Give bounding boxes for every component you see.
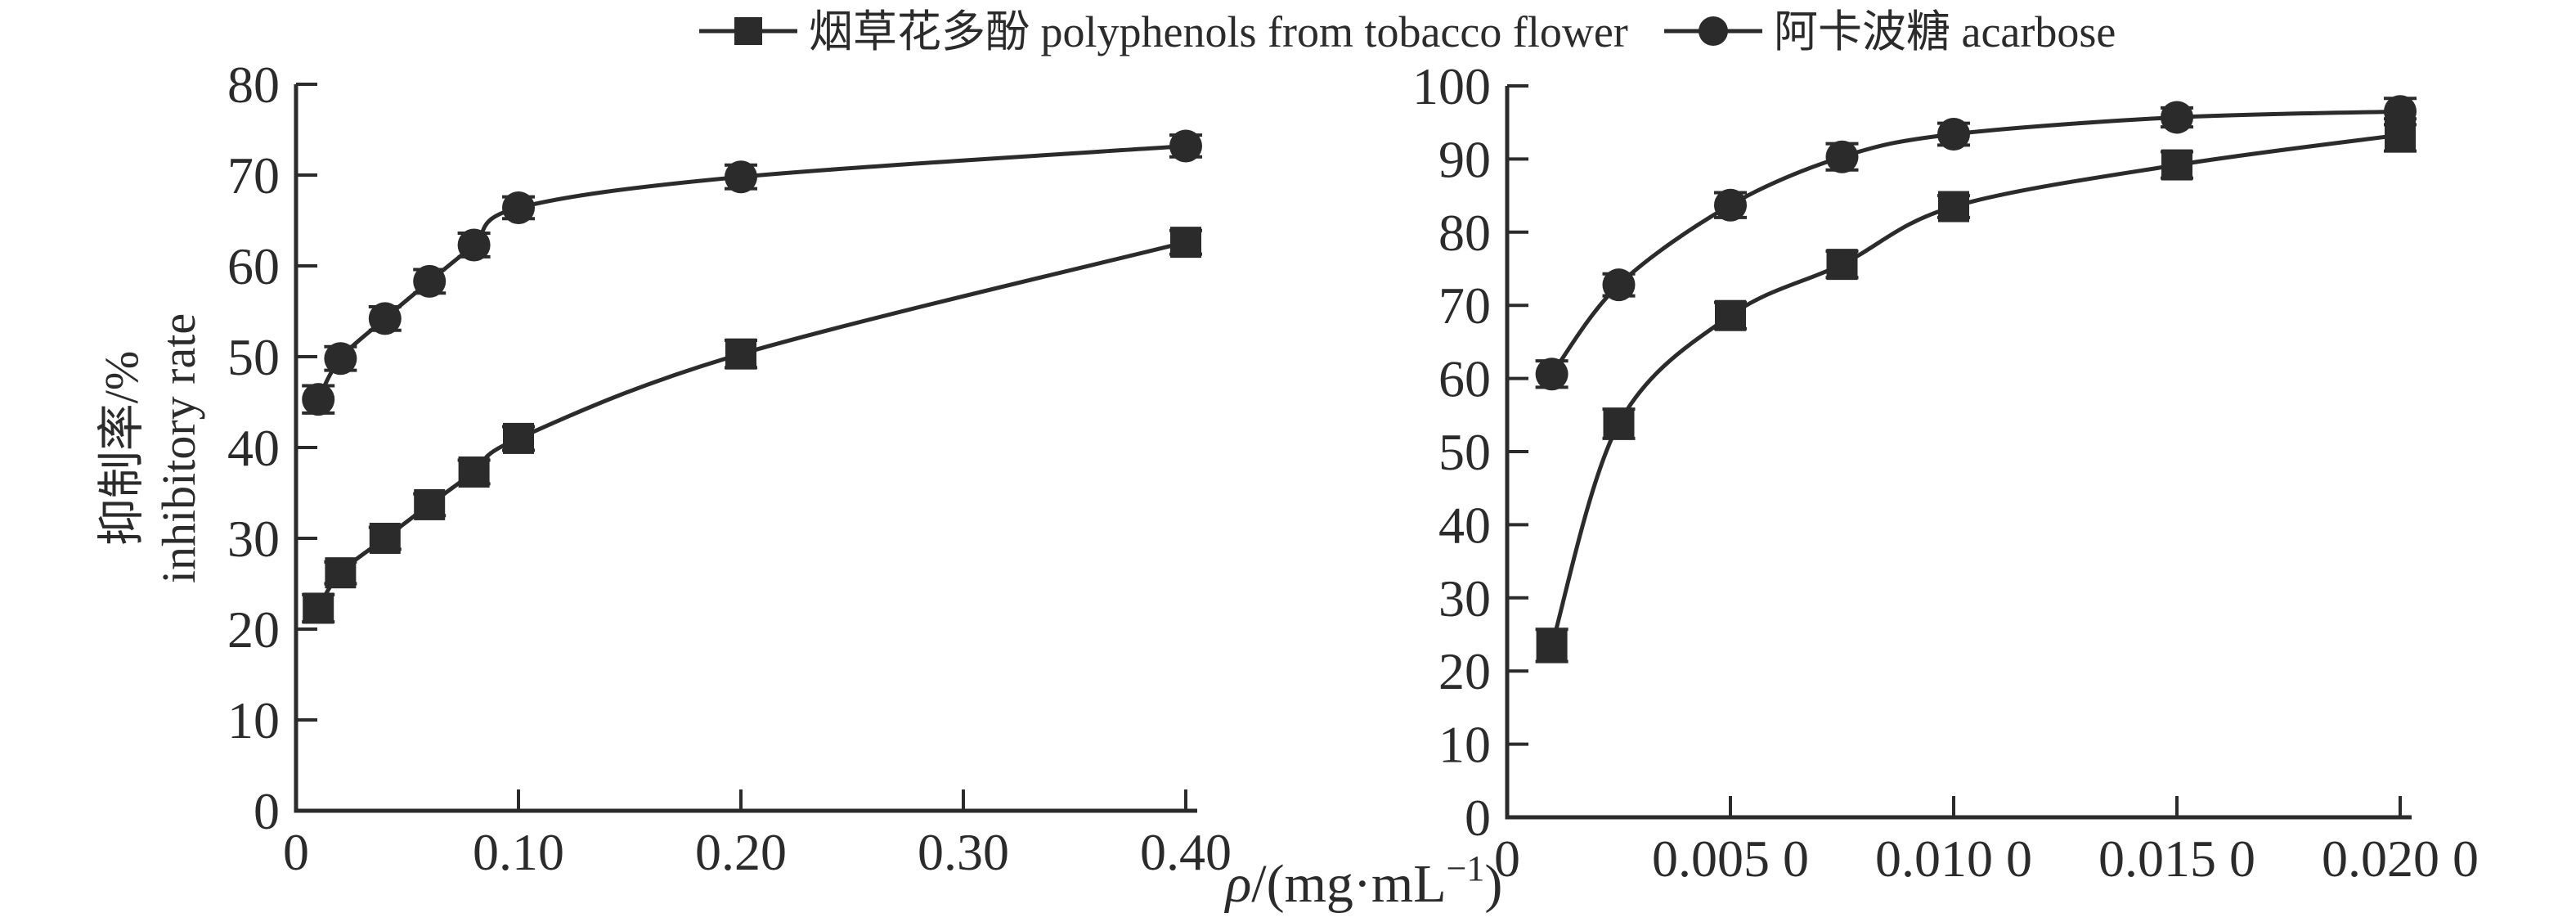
y-tick-label: 80 xyxy=(1438,204,1491,262)
series-line xyxy=(1550,133,2401,646)
alpha-amylase-inhibition-chart: 0 10 20 30 40 50 60 70 80 0 0.10 0.20 0.30 0.40 xyxy=(227,56,1232,881)
legend-circle-marker-icon xyxy=(1699,16,1728,46)
y-tick-label: 0 xyxy=(254,782,280,840)
series-line xyxy=(316,240,1187,609)
y-tick-label: 40 xyxy=(1438,496,1491,554)
y-tick-label: 20 xyxy=(1438,642,1491,700)
y-tick-label: 70 xyxy=(1438,277,1491,335)
y-tick-label: 20 xyxy=(227,600,280,659)
x-tick-label: 0.40 xyxy=(1140,823,1232,881)
y-tick-label: 50 xyxy=(1438,423,1491,481)
legend-item-acarbose: 阿卡波糖 acarbose xyxy=(1664,7,2116,56)
y-tick-label: 60 xyxy=(227,237,280,295)
series-line xyxy=(316,144,1187,401)
data-point-marker xyxy=(303,592,334,624)
data-point-marker xyxy=(413,264,447,298)
data-point-marker xyxy=(725,338,756,370)
y-tick-label: 100 xyxy=(1412,57,1491,115)
x-tick-label: 0.010 0 xyxy=(1875,830,2032,888)
y-tick-label: 90 xyxy=(1438,130,1491,188)
y-tick-label: 40 xyxy=(227,419,280,477)
legend: 烟草花多酚 polyphenols from tobacco flower 阿卡波… xyxy=(699,7,2116,56)
data-point-marker xyxy=(1714,188,1747,222)
data-point-marker xyxy=(368,302,402,335)
data-point-marker xyxy=(1938,191,1969,223)
data-point-marker xyxy=(1937,118,1970,151)
y-tick-label: 70 xyxy=(227,146,280,205)
y-axis-label-line2: inhibitory rate xyxy=(152,313,205,583)
x-tick-label: 0.020 0 xyxy=(2322,830,2479,888)
y-tick-label: 50 xyxy=(227,328,280,386)
data-point-marker xyxy=(1715,299,1746,331)
series-square xyxy=(302,227,1202,624)
data-point-marker xyxy=(2161,149,2192,181)
x-tick-label: 0.30 xyxy=(918,823,1009,881)
series-square xyxy=(1535,117,2417,663)
data-point-marker xyxy=(369,523,401,554)
x-tick-label: 0 xyxy=(1494,830,1520,888)
data-point-marker xyxy=(502,191,535,224)
y-axis-label: 抑制率/% inhibitory rate xyxy=(95,313,205,583)
legend-square-marker-icon xyxy=(734,17,762,45)
series-circle xyxy=(302,129,1202,416)
data-point-marker xyxy=(1826,249,1858,281)
data-point-marker xyxy=(1602,268,1636,302)
x-tick-label: 0.005 0 xyxy=(1652,830,1809,888)
data-point-marker xyxy=(1825,140,1859,173)
data-point-marker xyxy=(1169,129,1202,163)
x-axis-label: ρ/(mg·mL−1) xyxy=(1224,848,1503,914)
data-point-marker xyxy=(2161,101,2193,134)
data-point-marker xyxy=(302,383,335,416)
data-point-marker xyxy=(325,557,357,589)
legend-label: 阿卡波糖 acarbose xyxy=(1774,7,2116,56)
data-point-marker xyxy=(725,160,757,194)
y-axis-label-line1: 抑制率/% xyxy=(95,351,148,546)
axis-lines xyxy=(1505,86,2412,820)
data-point-marker xyxy=(2384,95,2417,128)
legend-item-polyphenols: 烟草花多酚 polyphenols from tobacco flower xyxy=(699,7,1628,56)
y-tick-label: 10 xyxy=(1438,716,1491,774)
data-point-marker xyxy=(503,422,534,454)
y-tick-label: 30 xyxy=(1438,569,1491,627)
x-tick-label: 0.20 xyxy=(695,823,787,881)
data-point-marker xyxy=(414,488,446,520)
data-point-marker xyxy=(1535,358,1568,391)
data-point-marker xyxy=(1170,227,1201,259)
y-tick-label: 30 xyxy=(227,510,280,568)
data-point-marker xyxy=(1536,629,1568,661)
x-tick-label: 0 xyxy=(283,823,309,881)
x-tick-label: 0.015 0 xyxy=(2098,830,2255,888)
legend-label: 烟草花多酚 polyphenols from tobacco flower xyxy=(809,7,1628,56)
y-tick-label: 0 xyxy=(1465,789,1491,847)
y-tick-label: 60 xyxy=(1438,350,1491,408)
series-circle xyxy=(1535,95,2417,391)
y-tick-label: 80 xyxy=(227,56,280,114)
data-point-marker xyxy=(324,342,357,376)
data-point-marker xyxy=(458,456,490,488)
axis-lines xyxy=(294,84,1197,813)
x-tick-label: 0.10 xyxy=(473,823,564,881)
y-tick-label: 10 xyxy=(227,691,280,749)
data-point-marker xyxy=(1603,408,1635,440)
data-point-marker xyxy=(457,228,491,262)
